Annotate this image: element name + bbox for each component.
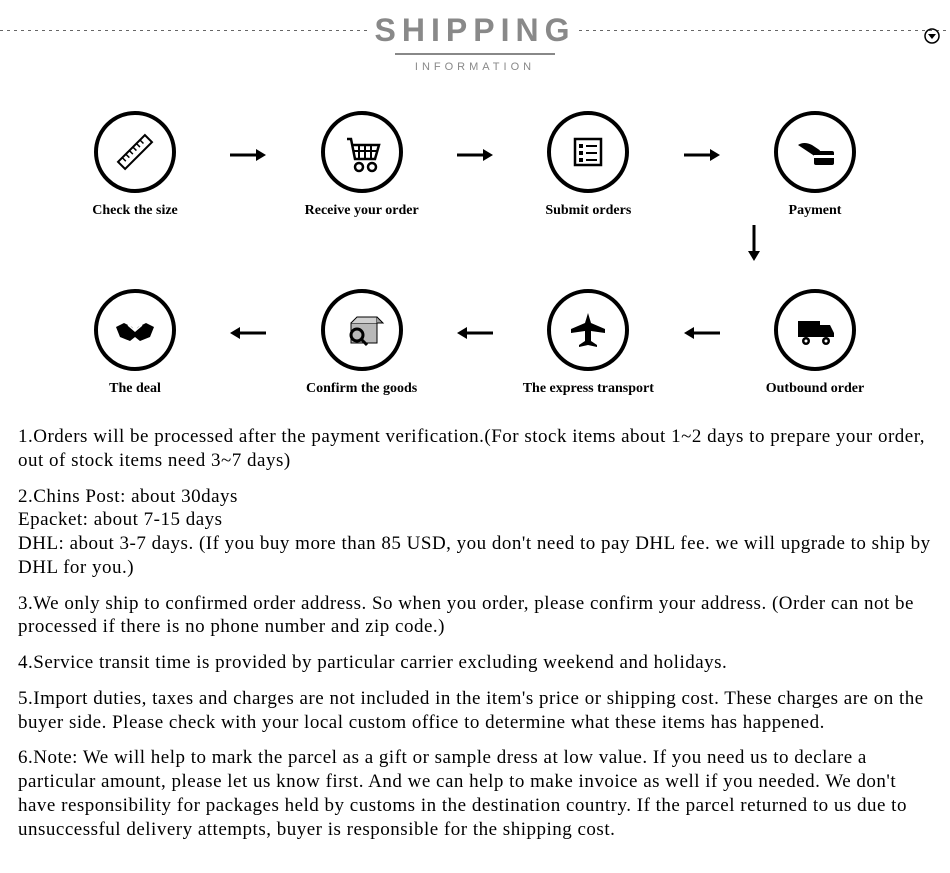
dashed-line-left — [0, 30, 371, 31]
step-check-size: Check the size — [60, 111, 210, 219]
box-search-icon — [321, 289, 403, 371]
arrow-down-icon — [746, 225, 762, 261]
paragraph-5: 5.Import duties, taxes and charges are n… — [18, 687, 932, 735]
arrow-right-icon — [230, 147, 266, 163]
ruler-icon — [94, 111, 176, 193]
paragraph-3: 3.We only ship to confirmed order addres… — [18, 592, 932, 640]
page-title: SHIPPING — [371, 12, 580, 49]
paragraph-6: 6.Note: We will help to mark the parcel … — [18, 746, 932, 841]
arrow-right-icon — [684, 147, 720, 163]
title-row: SHIPPING — [0, 12, 950, 49]
paragraph-1: 1.Orders will be processed after the pay… — [18, 425, 932, 473]
shipping-info-text: 1.Orders will be processed after the pay… — [0, 417, 950, 873]
step-deal: The deal — [60, 289, 210, 397]
paragraph-2: 2.Chins Post: about 30days Epacket: abou… — [18, 485, 932, 580]
step-payment: Payment — [740, 111, 890, 219]
payment-icon — [774, 111, 856, 193]
step-label: Payment — [789, 203, 842, 219]
plane-icon — [547, 289, 629, 371]
title-underline — [395, 53, 555, 55]
step-label: Submit orders — [545, 203, 631, 219]
cart-icon — [321, 111, 403, 193]
down-arrow-row — [60, 225, 890, 261]
dropdown-icon — [924, 28, 940, 44]
truck-icon — [774, 289, 856, 371]
step-label: The express transport — [523, 381, 654, 397]
flow-row-2: The deal Confirm the goods The express t… — [60, 289, 890, 397]
step-label: Check the size — [92, 203, 178, 219]
paragraph-4: 4.Service transit time is provided by pa… — [18, 651, 932, 675]
process-flow: Check the size Receive your order Submit… — [0, 81, 950, 417]
step-label: Receive your order — [305, 203, 419, 219]
step-submit-orders: Submit orders — [513, 111, 663, 219]
step-label: The deal — [109, 381, 161, 397]
arrow-left-icon — [230, 325, 266, 341]
handshake-icon — [94, 289, 176, 371]
form-icon — [547, 111, 629, 193]
flow-row-1: Check the size Receive your order Submit… — [60, 111, 890, 219]
step-label: Outbound order — [766, 381, 864, 397]
step-label: Confirm the goods — [306, 381, 417, 397]
header: SHIPPING INFORMATION — [0, 0, 950, 73]
page-subtitle: INFORMATION — [0, 61, 950, 73]
arrow-left-icon — [684, 325, 720, 341]
arrow-left-icon — [457, 325, 493, 341]
dashed-line-right — [579, 30, 950, 31]
step-receive-order: Receive your order — [287, 111, 437, 219]
step-express-transport: The express transport — [513, 289, 663, 397]
arrow-right-icon — [457, 147, 493, 163]
step-outbound-order: Outbound order — [740, 289, 890, 397]
step-confirm-goods: Confirm the goods — [287, 289, 437, 397]
